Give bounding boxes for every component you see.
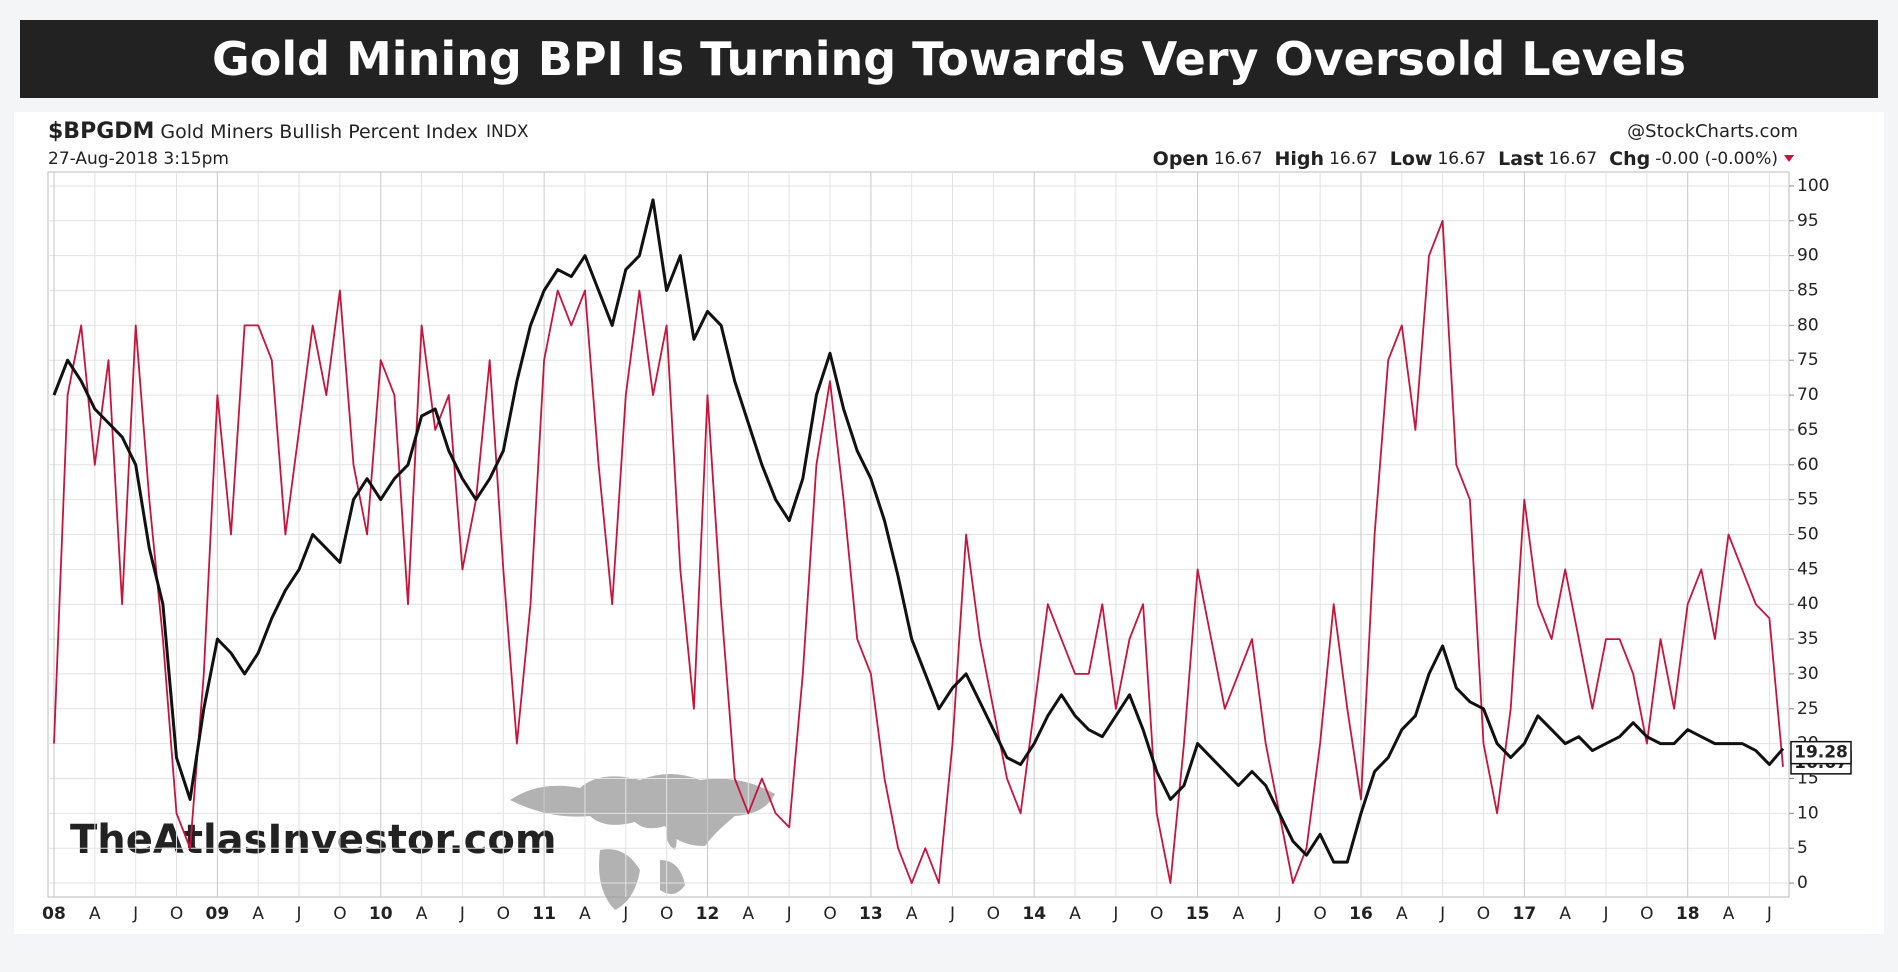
x-tick-label: A: [1396, 904, 1408, 924]
title: Gold Mining BPI Is Turning Towards Very …: [211, 32, 1687, 86]
y-tick-label: 25: [1797, 699, 1819, 719]
x-tick-label: O: [497, 904, 510, 924]
x-tick-label: A: [906, 904, 918, 924]
x-tick-label: 16: [1349, 904, 1373, 924]
chart-header: $BPGDM Gold Miners Bullish Percent Index I…: [48, 119, 529, 144]
date: 27-Aug-2018 3:15pm: [48, 149, 229, 169]
x-tick-label: O: [170, 904, 183, 924]
quote-value: 16.67: [1548, 149, 1597, 169]
y-tick-label: 40: [1797, 594, 1819, 614]
exchange: INDX: [486, 122, 529, 142]
x-tick-label: O: [823, 904, 836, 924]
x-tick-label: J: [1766, 904, 1772, 924]
title-bar: Gold Mining BPI Is Turning Towards Very …: [20, 20, 1878, 98]
x-tick-label: J: [1603, 904, 1609, 924]
x-tick-label: A: [416, 904, 428, 924]
x-tick-label: J: [459, 904, 465, 924]
index-name: Gold Miners Bullish Percent Index: [160, 121, 478, 143]
x-tick-label: J: [786, 904, 792, 924]
x-tick-label: 09: [206, 904, 230, 924]
x-tick-label: 11: [532, 904, 556, 924]
y-tick-label: 80: [1797, 315, 1819, 335]
x-tick-label: A: [579, 904, 591, 924]
x-tick-label: O: [1640, 904, 1653, 924]
x-tick-label: 17: [1512, 904, 1536, 924]
symbol: $BPGDM: [48, 119, 154, 144]
y-tick-label: 35: [1797, 629, 1819, 649]
y-tick-label: 85: [1797, 281, 1819, 301]
quote-value: -0.00 (-0.00%): [1655, 149, 1778, 169]
x-tick-label: O: [660, 904, 673, 924]
x-tick-label: 10: [369, 904, 393, 924]
x-tick-label: J: [1276, 904, 1282, 924]
change-arrow: [1784, 155, 1794, 162]
y-tick-label: 30: [1797, 664, 1819, 684]
x-tick-label: 12: [696, 904, 720, 924]
quote-label: Last: [1498, 148, 1543, 170]
y-tick-label: 55: [1797, 490, 1819, 510]
x-tick-label: A: [1069, 904, 1081, 924]
y-tick-label: 60: [1797, 455, 1819, 475]
x-tick-label: 08: [42, 904, 66, 924]
y-tick-label: 75: [1797, 350, 1819, 370]
x-tick-label: O: [333, 904, 346, 924]
y-tick-label: 95: [1797, 211, 1819, 231]
y-tick-label: 70: [1797, 385, 1819, 405]
y-tick-label: 45: [1797, 559, 1819, 579]
x-tick-label: A: [252, 904, 264, 924]
quote-label: Low: [1390, 148, 1433, 170]
y-tick-label: 90: [1797, 246, 1819, 266]
x-tick-label: A: [1233, 904, 1245, 924]
x-tick-label: O: [1477, 904, 1490, 924]
series-line: [52, 198, 1785, 864]
end-label: 19.28: [1794, 743, 1848, 763]
watermark: TheAtlasInvestor.com: [70, 817, 557, 863]
x-tick-label: O: [1150, 904, 1163, 924]
x-tick-label: A: [1559, 904, 1571, 924]
quote-value: 16.67: [1437, 149, 1486, 169]
end-label-box: [1790, 740, 1852, 765]
x-tick-label: J: [132, 904, 138, 924]
x-tick-label: A: [1723, 904, 1735, 924]
x-tick-label: J: [622, 904, 628, 924]
quote-label: Chg: [1609, 148, 1650, 170]
quote: Open 16.67 High 16.67 Low 16.67 Last 16.67 Chg -0…: [1153, 148, 1778, 170]
quote-label: High: [1275, 148, 1325, 170]
x-tick-label: J: [949, 904, 955, 924]
series-line: [53, 219, 1784, 884]
x-tick-label: 18: [1676, 904, 1700, 924]
quote-label: Open: [1153, 148, 1209, 170]
source: @StockCharts.com: [1627, 121, 1798, 142]
x-tick-label: J: [296, 904, 302, 924]
y-tick-label: 5: [1797, 838, 1808, 858]
y-tick-label: 10: [1797, 803, 1819, 823]
x-tick-label: J: [1112, 904, 1118, 924]
x-tick-label: A: [743, 904, 755, 924]
x-tick-label: 14: [1022, 904, 1046, 924]
chart-panel: [14, 112, 1884, 934]
y-tick-label: 50: [1797, 525, 1819, 545]
x-tick-label: 13: [859, 904, 883, 924]
quote-value: 16.67: [1214, 149, 1263, 169]
x-tick-label: O: [987, 904, 1000, 924]
x-tick-label: J: [1439, 904, 1445, 924]
x-tick-label: A: [89, 904, 101, 924]
x-tick-label: O: [1313, 904, 1326, 924]
y-tick-label: 65: [1797, 420, 1819, 440]
y-tick-label: 100: [1797, 176, 1829, 196]
quote-value: 16.67: [1329, 149, 1378, 169]
x-tick-label: 15: [1186, 904, 1210, 924]
y-tick-label: 0: [1797, 873, 1808, 893]
